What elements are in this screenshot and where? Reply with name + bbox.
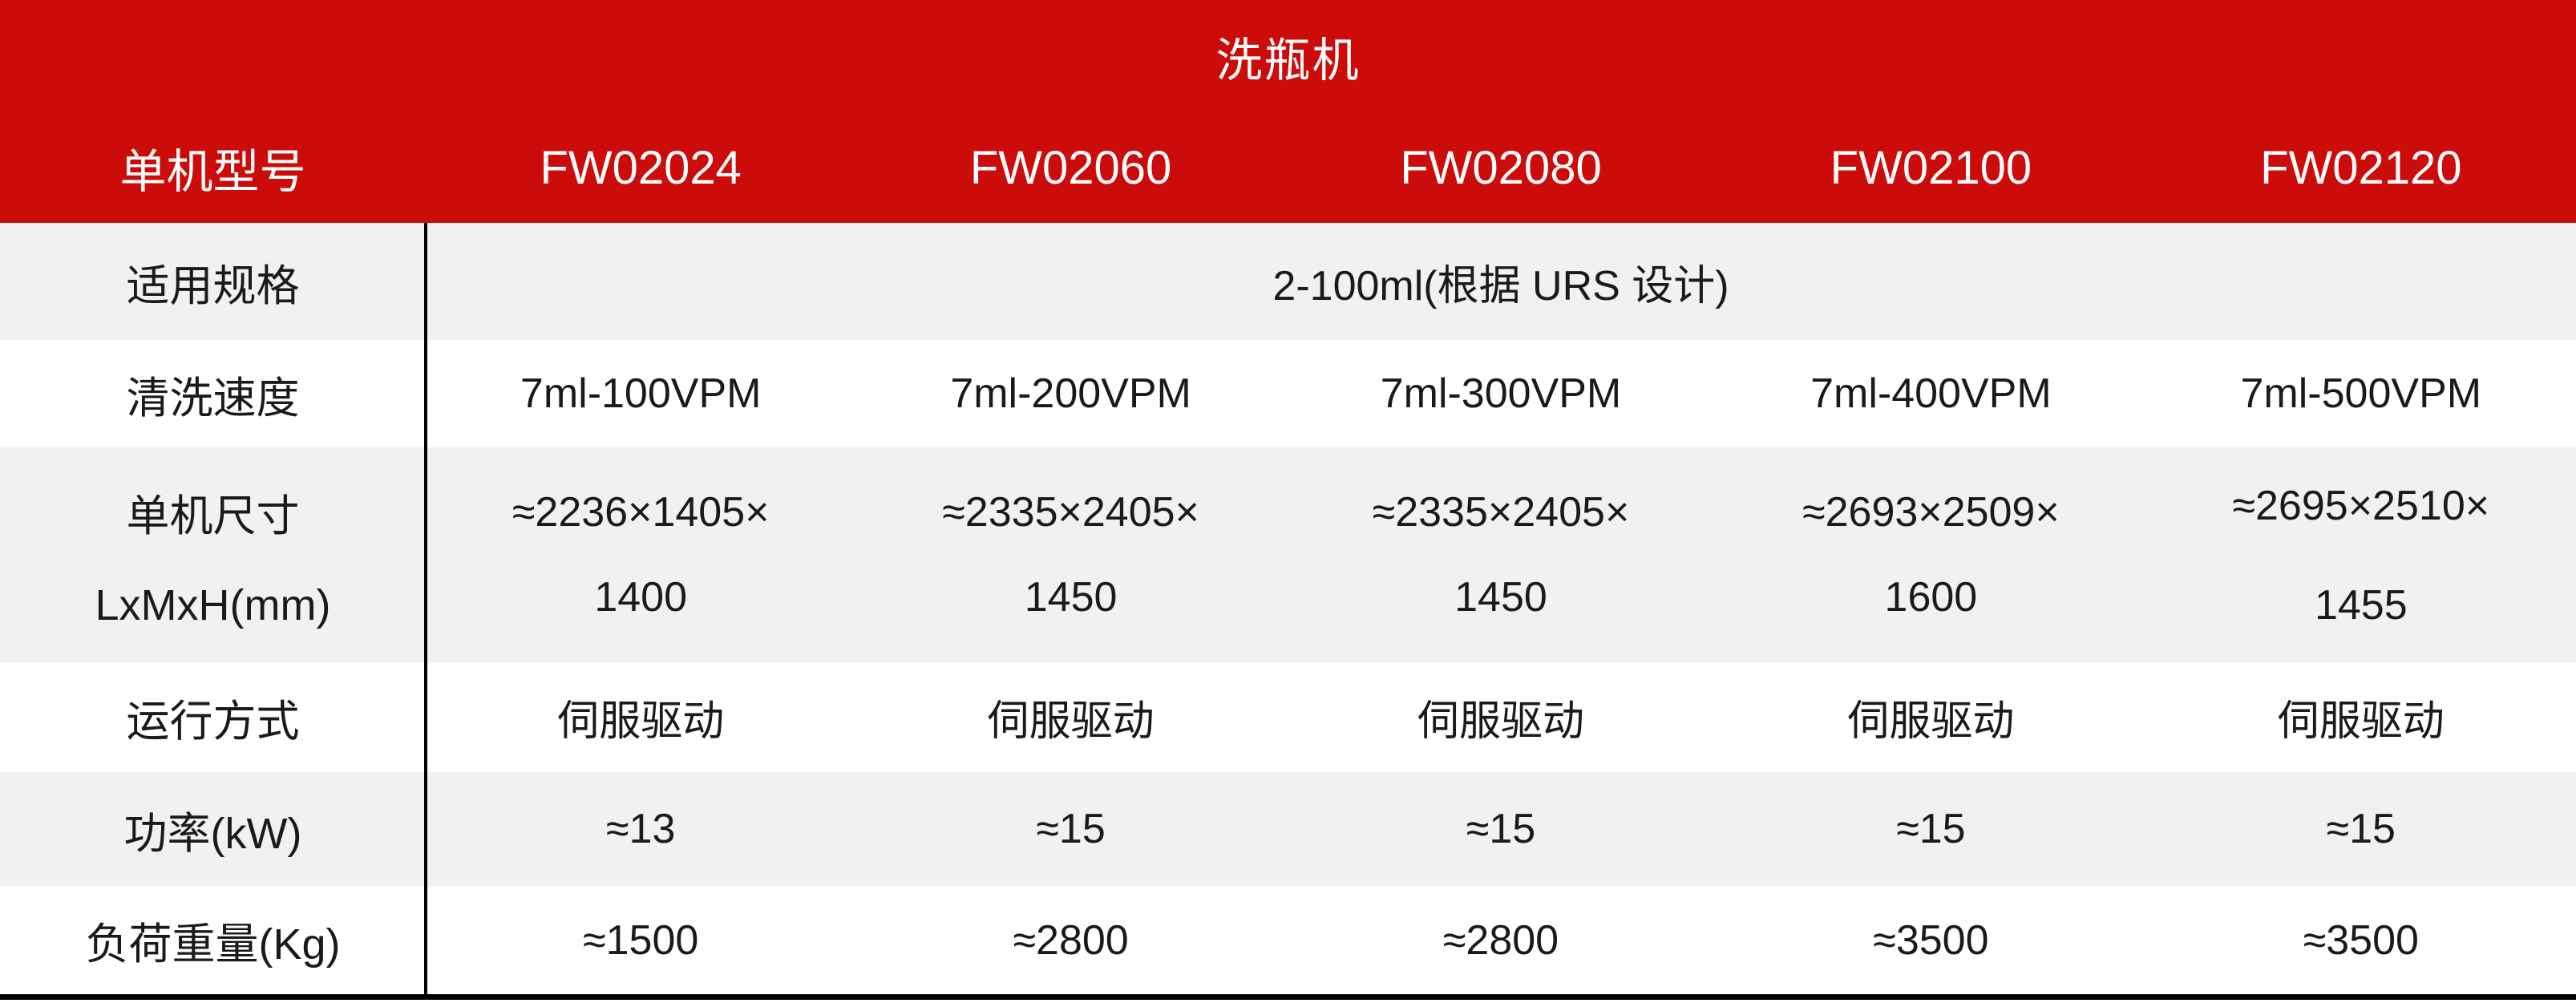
vertical-divider-line: [424, 223, 427, 1000]
speed-value: 7ml-200VPM: [950, 370, 1191, 417]
table-row-power: 功率(kW) ≈13 ≈15 ≈15 ≈15 ≈15: [0, 772, 2576, 886]
size-value-line2: 1455: [2314, 582, 2408, 629]
weight-value: ≈3500: [2303, 916, 2419, 964]
model-name: FW02120: [2260, 141, 2462, 194]
size-value-line1: ≈2335×2405×: [1372, 489, 1630, 536]
power-value: ≈15: [1466, 806, 1536, 852]
size-value-line2: 1450: [1024, 574, 1118, 621]
drive-value: 伺服驱动: [557, 698, 725, 745]
power-value: ≈15: [1036, 806, 1106, 852]
drive-value: 伺服驱动: [2277, 698, 2445, 745]
weight-value: ≈3500: [1873, 916, 1989, 964]
table-title: 洗瓶机: [1215, 34, 1361, 87]
weight-value: ≈2800: [1013, 916, 1129, 964]
size-label-line1: 单机尺寸: [126, 491, 300, 540]
table-row-speed: 清洗速度 7ml-100VPM 7ml-200VPM 7ml-300VPM 7m…: [0, 340, 2576, 447]
row-label: 负荷重量(Kg): [85, 920, 341, 969]
spec-value: 2-100ml(根据 URS 设计): [1272, 262, 1729, 309]
size-value-line1: ≈2693×2509×: [1802, 489, 2060, 536]
row-label: 运行方式: [126, 698, 300, 746]
power-value: ≈15: [1896, 806, 1966, 852]
model-header-label: 单机型号: [119, 146, 306, 198]
power-value: ≈15: [2326, 806, 2396, 852]
table-header: 洗瓶机 单机型号 FW02024 FW02060 FW02080 FW02100…: [0, 0, 2576, 223]
size-value: ≈2335×2405× 1450: [1286, 447, 1716, 662]
speed-value: 7ml-400VPM: [1810, 370, 2052, 417]
table-row-spec: 适用规格 2-100ml(根据 URS 设计): [0, 223, 2576, 340]
row-label: 功率(kW): [123, 809, 302, 858]
row-label: 单机尺寸 LxMxH(mm): [0, 447, 426, 662]
drive-value: 伺服驱动: [987, 698, 1155, 745]
size-value-line2: 1450: [1454, 574, 1547, 621]
size-value-line1: ≈2695×2510×: [2232, 483, 2490, 529]
drive-value: 伺服驱动: [1847, 698, 2015, 745]
size-value: ≈2236×1405× 1400: [426, 447, 855, 662]
size-value: ≈2335×2405× 1450: [855, 447, 1285, 662]
size-value: ≈2695×2510× 1455: [2146, 447, 2576, 662]
speed-value: 7ml-100VPM: [520, 370, 762, 417]
model-name: FW02100: [1830, 141, 2032, 194]
model-name: FW02024: [540, 141, 742, 194]
size-label-line2: LxMxH(mm): [95, 580, 331, 629]
row-label: 适用规格: [126, 261, 300, 310]
row-label: 清洗速度: [126, 374, 300, 423]
model-header-row: 单机型号 FW02024 FW02060 FW02080 FW02100 FW0…: [0, 112, 2576, 223]
speed-value: 7ml-300VPM: [1380, 370, 1622, 417]
size-value-line2: 1600: [1884, 574, 1978, 621]
power-value: ≈13: [606, 806, 676, 852]
bottom-border-line: [0, 994, 2576, 1000]
size-value-line1: ≈2335×2405×: [942, 489, 1199, 536]
weight-value: ≈2800: [1442, 916, 1559, 964]
size-value-line1: ≈2236×1405×: [512, 489, 770, 536]
table-row-size: 单机尺寸 LxMxH(mm) ≈2236×1405× 1400 ≈2335×24…: [0, 447, 2576, 662]
table-title-row: 洗瓶机: [0, 0, 2576, 112]
size-value-line2: 1400: [594, 574, 688, 621]
model-name: FW02060: [969, 141, 1172, 194]
table-row-drive: 运行方式 伺服驱动 伺服驱动 伺服驱动 伺服驱动 伺服驱动: [0, 662, 2576, 772]
weight-value: ≈1500: [583, 916, 699, 964]
speed-value: 7ml-500VPM: [2240, 370, 2482, 417]
size-value: ≈2693×2509× 1600: [1716, 447, 2145, 662]
model-name: FW02080: [1400, 141, 1602, 194]
drive-value: 伺服驱动: [1417, 698, 1584, 745]
table-row-weight: 负荷重量(Kg) ≈1500 ≈2800 ≈2800 ≈3500 ≈3500: [0, 886, 2576, 994]
